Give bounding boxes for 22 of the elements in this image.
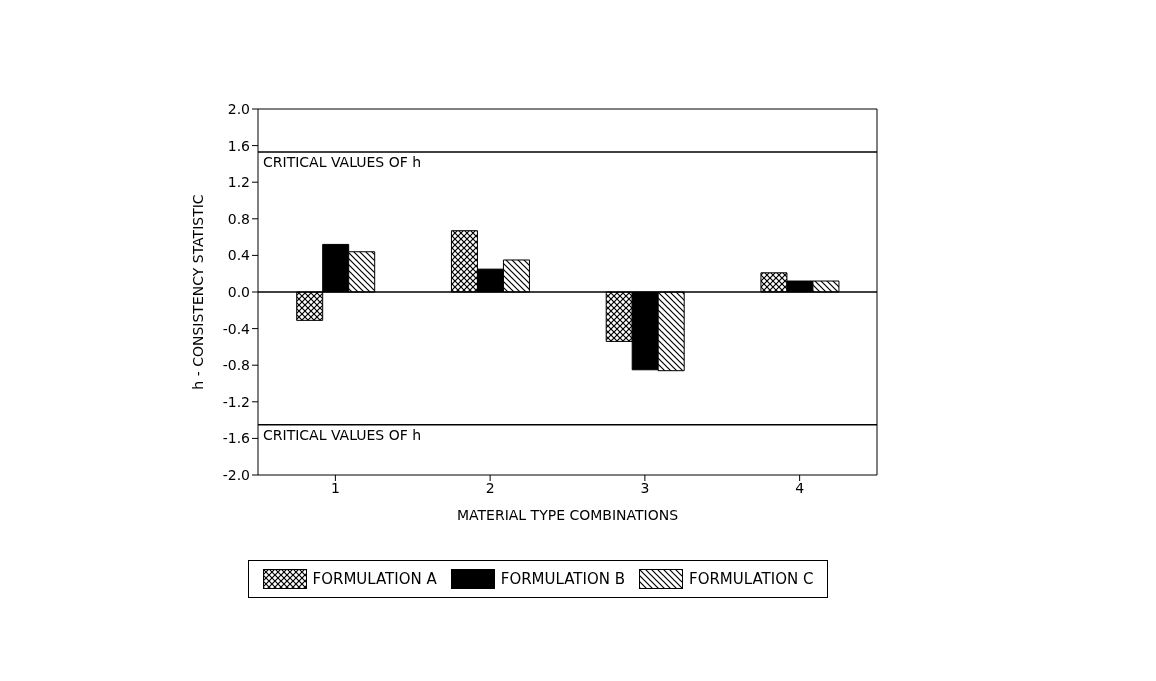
- y-tick-label: 0.4: [227, 247, 251, 264]
- y-tick-label: 0.0: [227, 283, 250, 300]
- x-tick-label: 1: [330, 479, 340, 496]
- x-axis-title: MATERIAL TYPE COMBINATIONS: [456, 507, 679, 523]
- y-tick-label: -0.8: [222, 357, 250, 374]
- ref-line-label: CRITICAL VALUES OF h: [263, 426, 422, 443]
- y-tick-label: -1.6: [222, 430, 251, 447]
- x-tick-label: 2: [485, 479, 495, 496]
- x-tick-label: 3: [640, 479, 650, 496]
- y-tick-label: 1.2: [227, 174, 250, 191]
- y-axis-title: h - CONSISTENCY STATISTIC: [189, 194, 206, 390]
- x-tick-label: 4: [795, 479, 805, 496]
- y-tick-label: 2.0: [227, 100, 250, 117]
- ref-line-label: CRITICAL VALUES OF h: [263, 153, 422, 170]
- y-tick-label: 0.8: [227, 210, 250, 227]
- y-tick-label: -2.0: [222, 466, 250, 483]
- legend-label: FORMULATION C: [688, 569, 814, 589]
- y-tick-label: -1.2: [222, 393, 250, 410]
- legend-label: FORMULATION B: [499, 569, 626, 589]
- y-tick-label: -0.4: [222, 320, 251, 337]
- legend-label: FORMULATION A: [311, 569, 437, 589]
- y-tick-label: 1.6: [227, 137, 251, 154]
